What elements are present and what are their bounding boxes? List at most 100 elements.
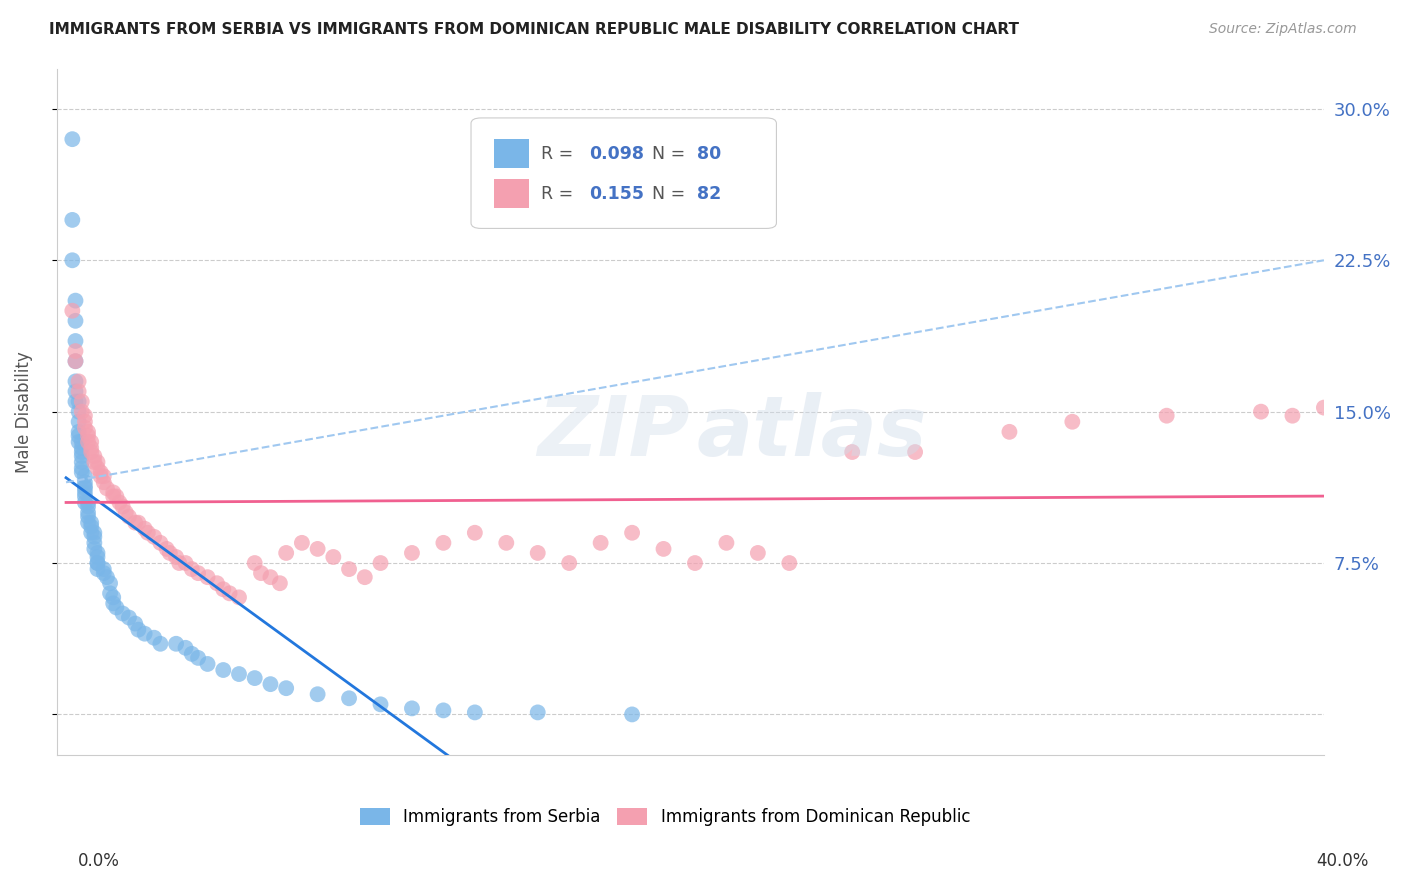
Point (118, 610, 141, 624)
Point (370, 698, 392, 712)
Point (250, 566, 273, 581)
Text: 0.098: 0.098 (589, 145, 644, 163)
Point (70, 434, 93, 449)
Point (86, 549, 108, 564)
Point (1062, 415, 1084, 429)
Point (149, 637, 172, 651)
Point (322, 549, 344, 564)
Point (73, 415, 96, 429)
Point (60, 303, 83, 318)
Point (80, 445, 103, 459)
Point (205, 576, 228, 591)
Point (70, 445, 93, 459)
Point (86, 556, 108, 570)
Point (218, 586, 240, 600)
Point (159, 546, 181, 560)
Point (243, 671, 266, 685)
Point (70, 404, 93, 418)
Point (464, 525, 486, 540)
Point (1156, 409, 1178, 423)
Point (67, 415, 90, 429)
Point (197, 657, 219, 671)
Legend: Immigrants from Serbia, Immigrants from Dominican Republic: Immigrants from Serbia, Immigrants from … (353, 801, 977, 832)
Point (65, 293, 87, 308)
Point (243, 556, 266, 570)
FancyBboxPatch shape (471, 118, 776, 228)
Point (65, 354, 87, 368)
Point (652, 541, 675, 556)
Text: N =: N = (652, 186, 690, 203)
Point (60, 132, 83, 146)
Point (93, 475, 115, 490)
Text: 40.0%: 40.0% (1316, 852, 1369, 870)
Point (67, 375, 90, 389)
Point (228, 591, 250, 605)
Text: R =: R = (541, 186, 578, 203)
Point (401, 546, 423, 560)
Point (127, 623, 149, 637)
Point (401, 701, 423, 715)
Point (149, 536, 172, 550)
Point (80, 519, 103, 533)
Point (98, 586, 121, 600)
Point (143, 631, 166, 645)
Point (998, 425, 1021, 439)
Point (108, 495, 131, 509)
Point (124, 516, 146, 530)
Point (276, 546, 298, 560)
Point (683, 556, 706, 570)
Point (67, 394, 90, 409)
Text: ZIP: ZIP (537, 392, 690, 473)
Point (778, 556, 800, 570)
Point (526, 706, 548, 720)
Point (67, 384, 90, 399)
Point (77, 506, 100, 520)
Point (86, 556, 108, 570)
Text: Source: ZipAtlas.com: Source: ZipAtlas.com (1209, 22, 1357, 37)
Text: N =: N = (652, 145, 690, 163)
Point (86, 546, 108, 560)
Point (187, 651, 209, 665)
Point (60, 253, 83, 268)
Point (1281, 409, 1303, 423)
Point (187, 566, 209, 581)
Point (716, 536, 738, 550)
Point (526, 546, 548, 560)
Bar (494, 179, 529, 208)
Point (103, 490, 125, 504)
Text: IMMIGRANTS FROM SERBIA VS IMMIGRANTS FROM DOMINICAN REPUBLIC MALE DISABILITY COR: IMMIGRANTS FROM SERBIA VS IMMIGRANTS FRO… (49, 22, 1019, 37)
Point (77, 425, 100, 439)
Point (621, 525, 644, 540)
Point (276, 681, 298, 696)
Point (136, 525, 159, 540)
Point (73, 421, 96, 435)
Point (353, 570, 375, 584)
Point (90, 469, 112, 483)
Point (67, 425, 90, 439)
Point (90, 465, 112, 479)
Point (70, 461, 93, 475)
Point (432, 536, 454, 550)
Point (174, 640, 197, 655)
Point (1313, 401, 1336, 415)
Point (65, 314, 87, 328)
Point (134, 626, 156, 640)
Point (269, 576, 291, 591)
Point (93, 562, 115, 576)
Point (124, 616, 146, 631)
Point (174, 556, 197, 570)
Point (841, 445, 863, 459)
Point (1250, 404, 1272, 418)
Point (80, 516, 103, 530)
Point (259, 677, 281, 691)
Point (65, 354, 87, 368)
Point (165, 549, 187, 564)
Point (65, 375, 87, 389)
Point (65, 394, 87, 409)
Point (180, 647, 202, 661)
Point (83, 536, 105, 550)
Point (621, 707, 644, 722)
Point (86, 461, 108, 475)
Point (77, 516, 100, 530)
Point (111, 500, 134, 514)
